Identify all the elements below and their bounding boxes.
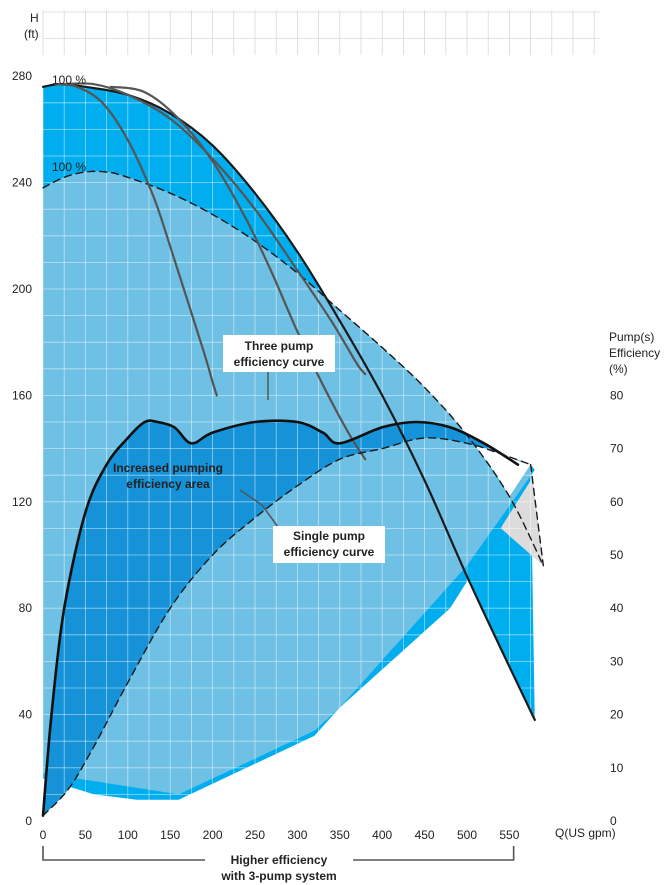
y-right-ticks: 0 10 20 30 40 50 60 70 80 <box>610 388 624 828</box>
x-tick-label: 500 <box>457 828 477 842</box>
y-right-label-3: (%) <box>609 362 628 376</box>
three-pump-efficiency-curve <box>41 419 520 817</box>
overflow-region-fill <box>500 464 544 566</box>
x-tick-label: 400 <box>372 828 392 842</box>
single-pump-label-1: Single pump <box>293 529 365 543</box>
y-right-tick-label: 10 <box>610 761 624 775</box>
right-boundary-dashed <box>529 463 545 567</box>
x-tick-label: 450 <box>415 828 435 842</box>
bracket-label-1: Higher efficiency <box>231 853 328 867</box>
max-speed-label: 100 % <box>52 73 86 87</box>
three-pump-label-2: efficiency curve <box>234 355 325 369</box>
single-pump-label-2: efficiency curve <box>284 545 375 559</box>
y-left-tick-label: 160 <box>12 388 32 402</box>
y-right-tick-label: 0 <box>610 814 617 828</box>
single-pump-efficiency-curve <box>42 437 532 817</box>
y-right-tick-label: 60 <box>610 495 624 509</box>
x-axis-ticks: 0 50 100 150 200 250 300 350 400 450 500 550 <box>40 828 520 842</box>
y-left-tick-label: 200 <box>12 282 32 296</box>
y-right-tick-label: 50 <box>610 548 624 562</box>
y-left-label-1: H <box>30 11 39 25</box>
y-right-tick-label: 80 <box>610 388 624 402</box>
x-tick-label: 250 <box>245 828 265 842</box>
x-tick-label: 550 <box>499 828 519 842</box>
increased-area-label-2: efficiency area <box>126 477 210 491</box>
system-curve-1 <box>54 83 218 397</box>
x-tick-label: 350 <box>330 828 350 842</box>
y-right-label-2: Efficiency <box>609 346 660 360</box>
x-axis-label: Q(US gpm) <box>555 826 616 840</box>
x-tick-label: 100 <box>118 828 138 842</box>
single-pump-callout-box <box>273 526 385 563</box>
x-tick-label: 300 <box>287 828 307 842</box>
three-pump-callout-box <box>223 335 335 372</box>
y-left-tick-label: 0 <box>25 814 32 828</box>
single-pump-leader <box>239 489 279 528</box>
increased-efficiency-area-fill <box>43 420 531 816</box>
x-tick-label: 200 <box>203 828 223 842</box>
y-left-tick-label: 120 <box>12 495 32 509</box>
y-right-tick-label: 20 <box>610 708 624 722</box>
x-tick-label: 0 <box>40 828 47 842</box>
y-right-tick-label: 40 <box>610 601 624 615</box>
y-left-tick-label: 240 <box>12 176 32 190</box>
increased-area-label-1: Increased pumping <box>113 461 223 475</box>
y-right-tick-label: 30 <box>610 654 624 668</box>
y-right-tick-label: 70 <box>610 442 624 456</box>
y-left-tick-label: 80 <box>19 601 33 615</box>
three-pump-label-1: Three pump <box>245 339 314 353</box>
x-tick-label: 150 <box>160 828 180 842</box>
max-speed-head-curve <box>41 83 536 721</box>
y-left-tick-label: 280 <box>12 69 32 83</box>
y-left-label-2: (ft) <box>24 27 39 41</box>
y-left-ticks: 0 40 80 120 160 200 240 280 <box>12 69 32 828</box>
system-curve-2 <box>58 82 367 376</box>
y-right-label-1: Pump(s) <box>609 330 654 344</box>
grid-outer <box>42 10 600 55</box>
system-curve-3 <box>109 85 367 461</box>
x-tick-label: 50 <box>79 828 93 842</box>
reduced-speed-label: 100 % <box>52 160 86 174</box>
bracket-label-2: with 3-pump system <box>220 869 336 883</box>
operating-envelope-fill <box>43 84 544 720</box>
y-left-tick-label: 40 <box>19 708 33 722</box>
bracket-label-bg <box>205 852 353 868</box>
